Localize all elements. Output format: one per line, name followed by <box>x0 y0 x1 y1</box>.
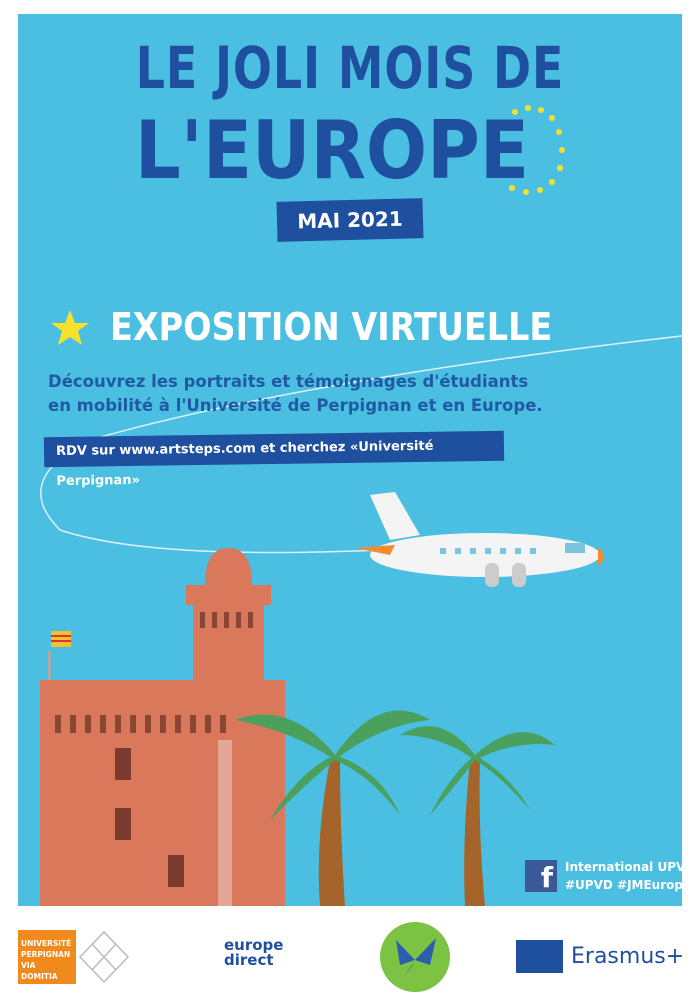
star-icon <box>51 310 89 345</box>
upvd-logo: UNIVERSITÉ PERPIGNAN VIA DOMITIA <box>18 930 76 984</box>
logo-text: UNIVERSITÉ <box>21 939 72 948</box>
illustration <box>40 105 604 906</box>
social-info: f International UPVD #UPVD #JMEurope <box>525 858 695 894</box>
logo-text: PERPIGNAN <box>21 950 71 959</box>
logo-text: VIA <box>21 961 36 970</box>
description: Découvrez les portraits et témoignages d… <box>48 370 568 418</box>
logo-text: DOMITIA <box>21 972 58 981</box>
facebook-icon: f <box>525 860 557 892</box>
hashtags: #UPVD #JMEurope <box>565 878 692 892</box>
castillet-tower <box>40 548 285 906</box>
airplane <box>355 492 604 587</box>
palm-trees <box>235 710 555 906</box>
upvd-lattice-icon <box>78 930 130 984</box>
europe-direct-logo: europe direct <box>210 938 283 968</box>
partner-logos: UNIVERSITÉ PERPIGNAN VIA DOMITIA europe … <box>0 920 700 995</box>
logo-text: europe <box>224 936 284 954</box>
rdv-banner: RDV sur www.artsteps.com et cherchez «Un… <box>43 430 505 489</box>
eu-stars-icon <box>509 105 565 195</box>
description-line: Découvrez les portraits et témoignages d… <box>48 372 529 391</box>
social-name: International UPVD <box>565 860 696 874</box>
logo-text: Erasmus+ <box>571 944 685 969</box>
date-banner: MAI 2021 <box>276 198 424 242</box>
logo-text: direct <box>224 951 274 969</box>
section-title: EXPOSITION VIRTUELLE <box>110 305 553 349</box>
description-line: en mobilité à l'Université de Perpignan … <box>48 396 543 415</box>
title-line-1: LE JOLI MOIS DE <box>135 34 565 102</box>
eu-flag-icon <box>516 940 563 973</box>
butterfly-logo <box>380 922 450 992</box>
erasmus-logo: Erasmus+ <box>516 940 684 973</box>
title-line-2: L'EUROPE <box>134 104 530 197</box>
